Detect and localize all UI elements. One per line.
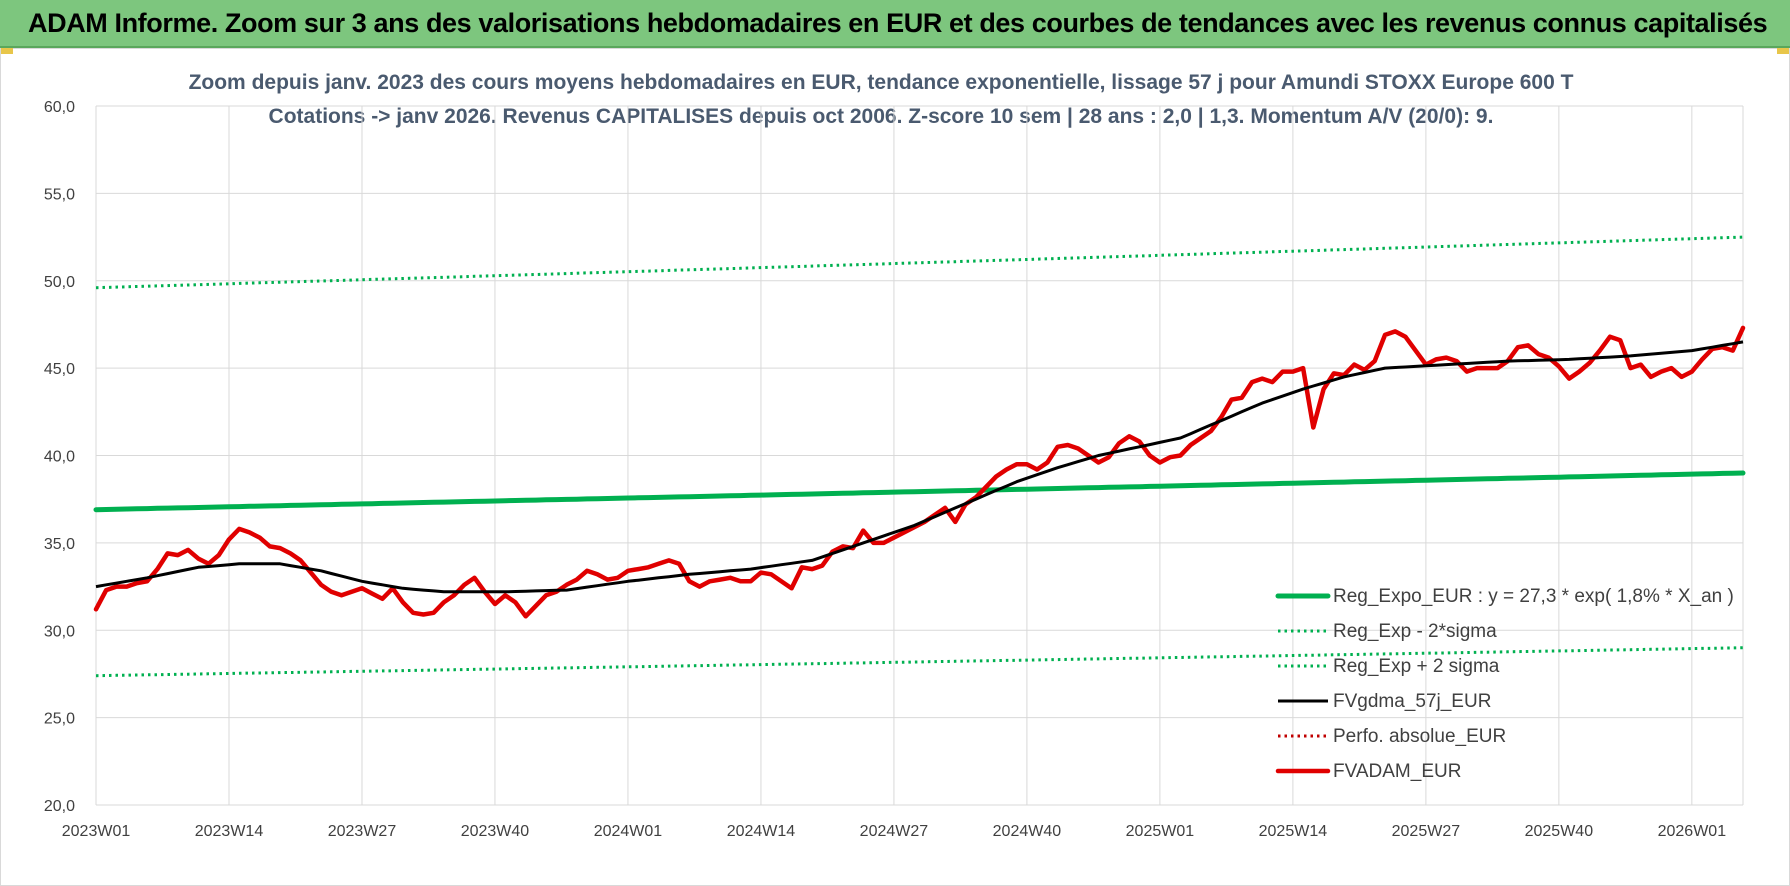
x-tick-label: 2024W40	[993, 823, 1062, 840]
x-tick-label: 2023W01	[62, 823, 131, 840]
x-tick-label: 2025W40	[1525, 823, 1594, 840]
chart-subtitle: Cotations -> janv 2026. Revenus CAPITALI…	[269, 105, 1494, 128]
y-axis: 20,0 25,0 30,0 35,0 40,0 45,0 50,0 55,0 60,0	[44, 99, 75, 815]
y-tick-label: 50,0	[44, 274, 75, 291]
x-tick-label: 2023W14	[195, 823, 264, 840]
series-layer	[93, 235, 1746, 678]
y-tick-label: 60,0	[44, 99, 75, 116]
x-tick-label: 2025W01	[1126, 823, 1195, 840]
x-tick-label: 2024W27	[860, 823, 929, 840]
x-tick-label: 2024W01	[594, 823, 663, 840]
y-tick-label: 35,0	[44, 536, 75, 553]
series-line-5	[93, 325, 1746, 619]
y-tick-label: 20,0	[44, 798, 75, 815]
x-tick-label: 2026W01	[1658, 823, 1727, 840]
legend-label: FVgdma_57j_EUR	[1333, 691, 1491, 712]
chart-title: Zoom depuis janv. 2023 des cours moyens …	[189, 71, 1574, 94]
grid	[95, 105, 1744, 806]
series-line-1	[95, 646, 1744, 678]
y-tick-label: 45,0	[44, 361, 75, 378]
legend-label: Reg_Exp + 2 sigma	[1333, 656, 1500, 677]
y-tick-label: 55,0	[44, 186, 75, 203]
x-axis: 2023W01 2023W14 2023W27 2023W40 2024W01 2024W…	[62, 823, 1726, 840]
chart-frame: Zoom depuis janv. 2023 des cours moyens …	[0, 48, 1790, 886]
frame-corner-marker	[1777, 48, 1789, 54]
legend-label: Reg_Expo_EUR : y = 27,3 * exp( 1,8% * X_…	[1333, 586, 1734, 607]
page-title: ADAM Informe. Zoom sur 3 ans des valoris…	[28, 8, 1768, 38]
series-line-0	[93, 470, 1746, 513]
frame-corner-marker	[1, 48, 13, 54]
chart: Zoom depuis janv. 2023 des cours moyens …	[44, 71, 1746, 840]
header-bar: ADAM Informe. Zoom sur 3 ans des valoris…	[0, 0, 1790, 48]
y-tick-label: 25,0	[44, 711, 75, 728]
x-tick-label: 2024W14	[727, 823, 796, 840]
y-tick-label: 40,0	[44, 449, 75, 466]
x-tick-label: 2023W40	[461, 823, 530, 840]
x-tick-label: 2025W27	[1392, 823, 1461, 840]
x-tick-label: 2025W14	[1259, 823, 1328, 840]
legend-label: Reg_Exp - 2*sigma	[1333, 621, 1497, 642]
legend-label: Perfo. absolue_EUR	[1333, 726, 1506, 747]
y-tick-label: 30,0	[44, 623, 75, 640]
series-line-3	[95, 340, 1744, 594]
legend-label: FVADAM_EUR	[1333, 761, 1461, 782]
legend: Reg_Expo_EUR : y = 27,3 * exp( 1,8% * X_…	[1275, 586, 1734, 782]
x-tick-label: 2023W27	[328, 823, 397, 840]
series-line-2	[95, 235, 1744, 290]
